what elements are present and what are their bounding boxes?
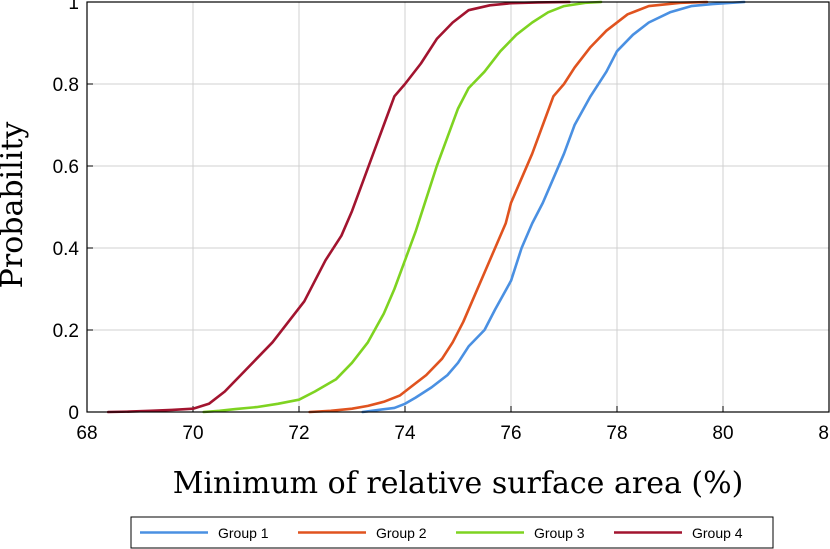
- legend-label-1: Group 1: [218, 525, 269, 541]
- x-tick-label: 80: [712, 423, 733, 444]
- series-line-1: [361, 0, 746, 414]
- legend-label-3: Group 3: [534, 525, 585, 541]
- x-tick-label: 74: [394, 423, 416, 444]
- legend-label-2: Group 2: [376, 525, 427, 541]
- y-axis-label: Probability: [0, 122, 30, 289]
- y-tick-label: 0.8: [53, 75, 79, 96]
- series-line-4: [106, 0, 571, 414]
- plot-frame: [86, 1, 830, 413]
- y-tick-label: 0.2: [53, 321, 79, 342]
- series-line-3: [202, 0, 603, 414]
- series-line-2: [308, 0, 709, 414]
- tick-labels: 68 70 72 74 76 78 80 82 0 0.2 0.4 0.6 0.8 1: [53, 0, 830, 444]
- y-tick-label: 1: [68, 0, 79, 14]
- y-tick-label: 0: [68, 403, 79, 424]
- y-tick-label: 0.6: [53, 157, 79, 178]
- x-axis-label: Minimum of relative surface area (%): [173, 466, 744, 501]
- x-tick-label: 68: [76, 423, 97, 444]
- legend: Group 1 Group 2 Group 3 Group 4: [130, 516, 774, 549]
- x-tick-label: 72: [288, 423, 309, 444]
- y-tick-label: 0.4: [53, 239, 80, 260]
- legend-label-4: Group 4: [692, 525, 743, 541]
- series-lines: [106, 0, 746, 414]
- x-tick-label: 76: [500, 423, 521, 444]
- x-tick-label: 78: [606, 423, 627, 444]
- grid: [86, 1, 830, 413]
- x-tick-label: 82: [818, 423, 830, 444]
- x-tick-label: 70: [182, 423, 203, 444]
